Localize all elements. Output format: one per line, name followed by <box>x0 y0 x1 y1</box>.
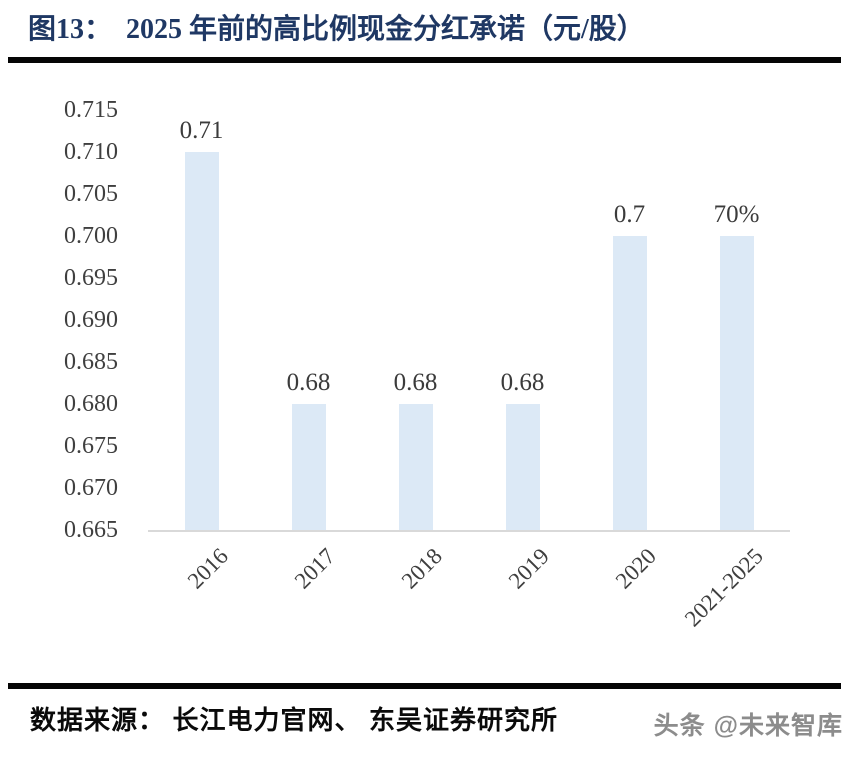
y-axis-tick-label: 0.715 <box>64 97 118 123</box>
y-axis-tick-label: 0.670 <box>64 475 118 501</box>
y-axis-tick-label: 0.690 <box>64 307 118 333</box>
bottom-divider <box>8 683 841 689</box>
watermark: 头条 @未来智库 <box>653 712 843 740</box>
data-source-text: 数据来源： 长江电力官网、 东吴证券研究所 <box>30 706 559 735</box>
y-axis-tick-label: 0.700 <box>64 223 118 249</box>
y-axis-tick-label: 0.705 <box>64 181 118 207</box>
bar-value-label: 0.68 <box>393 369 438 396</box>
top-divider <box>8 57 841 63</box>
figure-title: 2025 年前的高比例现金分红承诺（元/股） <box>126 14 645 45</box>
bar-2017 <box>291 404 326 530</box>
figure-label: 图13： <box>28 14 113 45</box>
bar-value-label: 0.7 <box>613 201 646 228</box>
y-axis-tick-label: 0.675 <box>64 433 118 459</box>
x-axis-category-label: 2018 <box>396 543 447 594</box>
bar-value-label: 0.68 <box>286 369 331 396</box>
bar-2019 <box>505 404 540 530</box>
y-axis-tick-label: 0.695 <box>64 265 118 291</box>
x-axis-category-label: 2020 <box>610 543 661 594</box>
bar-2016 <box>184 152 219 530</box>
bar-2018 <box>398 404 433 530</box>
y-axis-tick-label: 0.710 <box>64 139 118 165</box>
bar-value-label: 70% <box>713 201 760 228</box>
x-axis-line <box>148 530 790 532</box>
y-axis-tick-label: 0.680 <box>64 391 118 417</box>
bar-2020 <box>612 236 647 530</box>
bar-value-label: 0.68 <box>500 369 545 396</box>
x-axis-category-label: 2019 <box>503 543 554 594</box>
x-axis-category-label: 2021-2025 <box>679 543 768 632</box>
y-axis-tick-label: 0.665 <box>64 517 118 543</box>
x-axis-category-label: 2017 <box>289 543 340 594</box>
y-axis-tick-label: 0.685 <box>64 349 118 375</box>
figure-header: 图13： 2025 年前的高比例现金分红承诺（元/股） <box>28 10 828 50</box>
bar-2021-2025 <box>719 236 754 530</box>
bar-value-label: 0.71 <box>179 117 224 144</box>
x-axis-category-label: 2016 <box>182 543 233 594</box>
